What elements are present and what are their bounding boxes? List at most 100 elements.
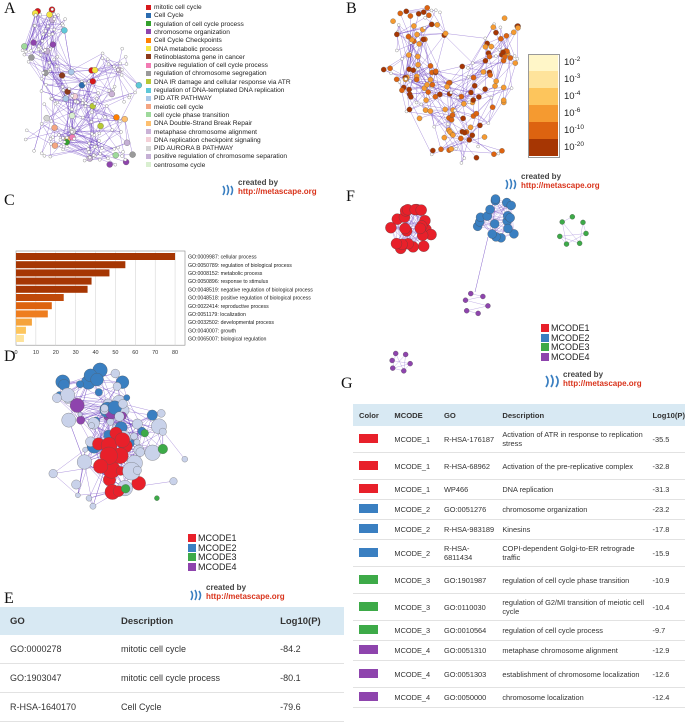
created-by-text: created by: [238, 178, 317, 187]
network-node: [113, 382, 121, 390]
legend-label: PID ATR PATHWAY: [154, 95, 212, 102]
network-node: [65, 136, 68, 139]
table-cell: -79.6: [270, 693, 344, 722]
network-node: [98, 123, 104, 129]
network-node: [483, 87, 488, 92]
network-node: [52, 125, 58, 131]
created-by-text: created by: [521, 172, 600, 181]
network-node: [28, 55, 34, 61]
bar: [16, 335, 24, 342]
table-cell: R-HSA-68962: [438, 453, 496, 480]
network-edge: [393, 354, 406, 368]
network-node: [564, 242, 569, 247]
category-label: GO:0065007: biological regulation: [188, 337, 267, 343]
network-node: [515, 25, 520, 30]
network-node: [493, 30, 498, 35]
network-node: [471, 97, 476, 102]
network-node: [471, 75, 476, 80]
network-edge: [446, 33, 486, 38]
network-node: [70, 108, 73, 111]
network-node: [430, 82, 435, 87]
table-cell: [353, 688, 388, 708]
mcode-color-swatch: [359, 504, 378, 513]
network-node: [417, 41, 422, 46]
pvalue-base: 10: [564, 142, 575, 153]
metascape-url[interactable]: http://metascape.org: [563, 379, 642, 388]
table-cell: MCODE_4: [388, 641, 438, 661]
network-node: [485, 303, 490, 308]
network-node: [468, 125, 473, 130]
network-node: [100, 146, 103, 149]
mcode-legend-item: MCODE2: [188, 543, 237, 553]
network-node: [68, 87, 71, 90]
network-node: [69, 113, 75, 119]
network-edge: [409, 97, 435, 110]
pvalue-base: 10: [564, 74, 575, 85]
network-node: [468, 101, 471, 104]
network-node: [105, 105, 108, 108]
network-node: [123, 100, 126, 103]
mcode-legend-item: MCODE4: [188, 562, 237, 572]
category-label: GO:0050896: response to stimulus: [188, 279, 269, 285]
network-node: [494, 79, 499, 84]
cluster-legend-item: Cell Cycle Checkpoints: [146, 37, 222, 44]
table-cell: MCODE_3: [388, 621, 438, 641]
network-node: [449, 146, 454, 151]
pvalue-label: 10-6: [564, 107, 580, 119]
network-node: [470, 133, 475, 138]
metascape-logo-icon: [545, 374, 559, 388]
metascape-url[interactable]: http://metascape.org: [206, 592, 285, 601]
network-node: [33, 149, 36, 152]
pvalue-exponent: -4: [575, 90, 581, 97]
table-cell: establishment of chromosome localization: [496, 661, 646, 688]
metascape-url[interactable]: http://metascape.org: [238, 187, 317, 196]
legend-swatch: [146, 96, 151, 101]
network-edge: [475, 237, 488, 292]
network-node: [407, 107, 412, 112]
network-node: [21, 49, 24, 52]
panel-label-g: G: [341, 375, 353, 393]
mcode-color-swatch: [359, 692, 378, 701]
table-cell: R-HSA-6811434: [438, 540, 496, 567]
network-node: [391, 238, 402, 249]
network-node: [45, 83, 48, 86]
network-node: [121, 47, 124, 50]
network-node: [117, 146, 120, 149]
legend-label: Retinoblastoma gene in cancer: [154, 54, 245, 61]
legend-swatch: [541, 324, 549, 332]
cluster-legend-item: Cell Cycle: [146, 12, 184, 19]
x-tick-label: 30: [73, 350, 79, 356]
cluster-legend-item: regulation of chromosome segregation: [146, 70, 267, 77]
network-node: [134, 91, 137, 94]
pvalue-base: 10: [564, 91, 575, 102]
network-node: [73, 137, 76, 140]
network-node: [425, 5, 430, 10]
network-node: [414, 77, 419, 82]
network-node: [570, 214, 575, 219]
table-cell: GO:0110030: [438, 594, 496, 621]
table-cell: MCODE_2: [388, 540, 438, 567]
table-cell: -32.8: [647, 453, 685, 480]
network-node: [124, 140, 130, 146]
network-node: [416, 11, 421, 16]
legend-swatch: [146, 71, 151, 76]
pvalue-label: 10-10: [564, 124, 584, 136]
network-node: [433, 69, 438, 74]
table-cell: MCODE_2: [388, 500, 438, 520]
network-node: [87, 148, 90, 151]
metascape-url[interactable]: http://metascape.org: [521, 181, 600, 190]
network-node: [434, 9, 437, 12]
network-node: [455, 147, 458, 150]
network-edge: [125, 119, 127, 143]
network-node: [124, 55, 127, 58]
network-node: [53, 58, 56, 61]
legend-swatch: [146, 13, 151, 18]
network-node: [580, 220, 585, 225]
table-cell: MCODE_4: [388, 661, 438, 688]
network-edge: [432, 10, 446, 33]
network-node: [404, 78, 407, 81]
x-tick-label: 40: [92, 350, 98, 356]
